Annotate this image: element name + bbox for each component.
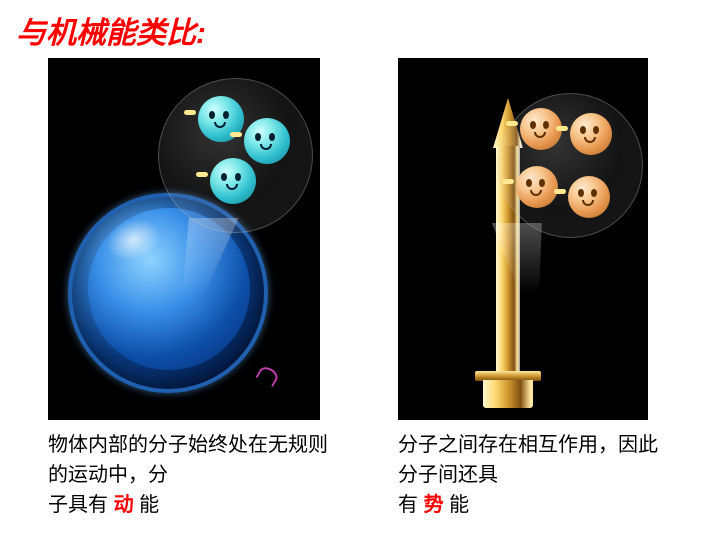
molecule-icon xyxy=(568,176,610,218)
bowl-spout xyxy=(256,364,281,387)
caption-text: 物体内部的分子始终处在无规则的运动中，分 xyxy=(48,434,328,486)
left-caption: 物体内部的分子始终处在无规则的运动中，分 子具有 动 能 xyxy=(48,430,328,520)
nail-base xyxy=(483,380,533,408)
caption-text: 能 xyxy=(134,494,160,516)
right-caption: 分子之间存在相互作用，因此分子间还具 有 势 能 xyxy=(398,430,658,520)
caption-text: 分子之间存在相互作用，因此分子间还具 xyxy=(398,434,658,486)
highlight-word: 动 xyxy=(114,494,134,516)
caption-text: 有 xyxy=(398,494,424,516)
left-illustration-panel xyxy=(48,58,320,420)
molecule-icon xyxy=(210,158,256,204)
caption-text: 能 xyxy=(444,494,470,516)
molecule-icon xyxy=(516,166,558,208)
slide-title: 与机械能类比: xyxy=(16,8,206,52)
highlight-word: 势 xyxy=(424,494,444,516)
right-illustration-panel xyxy=(398,58,648,420)
molecule-icon xyxy=(570,113,612,155)
caption-text: 子具有 xyxy=(48,494,114,516)
